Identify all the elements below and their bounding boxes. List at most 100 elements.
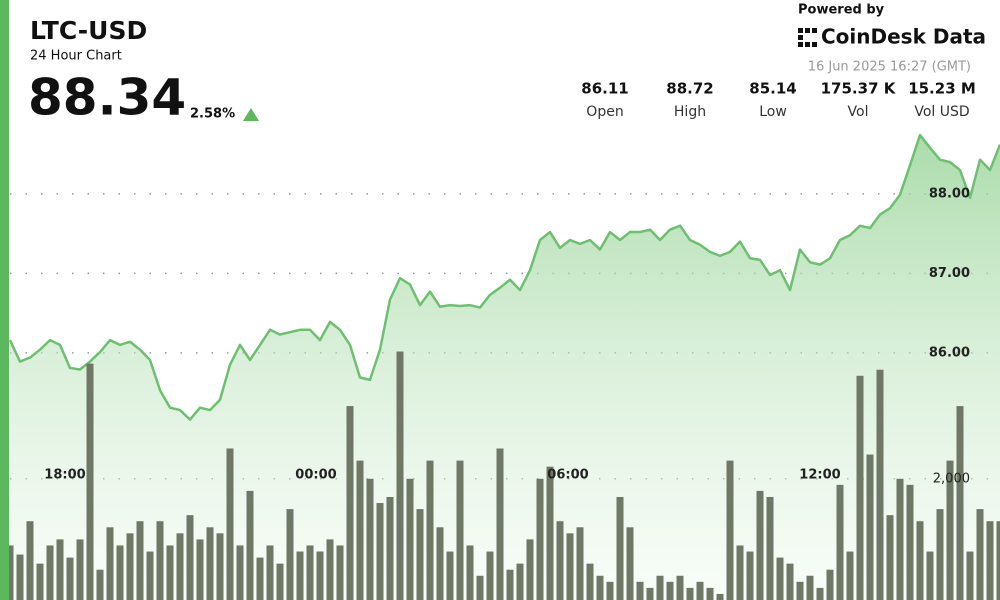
volume-bar <box>366 478 374 600</box>
volume-bar <box>86 363 94 600</box>
brand: CoinDesk Data <box>821 25 986 49</box>
x-tick-label: 18:00 <box>44 468 85 483</box>
volume-bar <box>776 557 784 600</box>
y-tick-label: 88.00 <box>929 186 970 201</box>
volume-bar <box>6 545 14 600</box>
volume-bar <box>336 545 344 600</box>
x-tick-label: 12:00 <box>799 468 840 483</box>
volume-bar <box>676 575 684 600</box>
x-tick-label: 06:00 <box>547 468 588 483</box>
stat-label: Low <box>759 104 787 120</box>
volume-bar <box>856 375 864 600</box>
volume-bar <box>546 466 554 600</box>
volume-bar <box>966 551 974 600</box>
area <box>10 135 1000 600</box>
stat-value: 85.14 <box>749 80 796 98</box>
volume-bar <box>526 539 534 600</box>
volume-bar <box>616 496 624 600</box>
stat-value: 88.72 <box>666 80 713 98</box>
volume-bar <box>476 575 484 600</box>
volume-bar <box>626 527 634 600</box>
volume-bar <box>496 448 504 600</box>
volume-bar <box>446 551 454 600</box>
volume-bar <box>56 539 64 600</box>
stat-label: Vol <box>848 104 869 120</box>
volume-bar <box>116 545 124 600</box>
volume-bar <box>566 533 574 600</box>
volume-bar <box>316 551 324 600</box>
volume-bar <box>556 521 564 600</box>
volume-bar <box>376 503 384 600</box>
volume-bar <box>296 551 304 600</box>
volume-bar <box>986 521 994 600</box>
up-arrow <box>243 108 259 121</box>
volume-bar <box>666 581 674 600</box>
volume-bar <box>486 551 494 600</box>
volume-bar <box>136 521 144 600</box>
logo-icon <box>798 28 817 47</box>
volume-bar <box>276 563 284 600</box>
volume-bar <box>186 515 194 600</box>
volume-bar <box>66 557 74 600</box>
series-layer <box>8 133 1000 600</box>
volume-bar <box>426 460 434 600</box>
volume-bar <box>756 490 764 600</box>
volume-bar <box>386 496 394 600</box>
stat-label: High <box>674 104 706 120</box>
volume-bar <box>246 490 254 600</box>
volume-bar <box>846 551 854 600</box>
volume-bar <box>16 554 24 600</box>
change: 2.58% <box>190 107 235 122</box>
volume-bar <box>236 545 244 600</box>
volume-bar <box>76 539 84 600</box>
volume-bar <box>126 533 134 600</box>
volume-bar <box>646 587 654 600</box>
volume-bar <box>786 563 794 600</box>
stat-value: 86.11 <box>581 80 628 98</box>
stat-label: Open <box>586 104 623 120</box>
volume-bar <box>156 521 164 600</box>
volume-bar <box>346 406 354 600</box>
volume-bar <box>796 581 804 600</box>
volume-bar <box>536 478 544 600</box>
volume-bar <box>206 527 214 600</box>
volume-bar <box>726 460 734 600</box>
volume-bar <box>286 509 294 600</box>
volume-bar <box>906 484 914 600</box>
volume-bar <box>596 575 604 600</box>
volume-bar <box>356 460 364 600</box>
volume-bar <box>926 551 934 600</box>
volume-bar <box>886 515 894 600</box>
price: 88.34 <box>28 69 186 127</box>
volume-bar <box>836 484 844 600</box>
volume-bar <box>716 593 724 600</box>
volume-bar <box>606 581 614 600</box>
volume-bar <box>576 527 584 600</box>
volume-bar <box>396 351 404 600</box>
volume-bar <box>656 575 664 600</box>
volume-bar <box>826 569 834 600</box>
volume-bar <box>916 521 924 600</box>
accent-bar <box>0 0 9 600</box>
volume-bar <box>956 406 964 600</box>
stat-value: 175.37 K <box>821 80 897 98</box>
volume-bar <box>736 545 744 600</box>
plot: 86.00 87.00 88.00 2,000 18:00 00:00 06:00 12:00 <box>6 133 1000 600</box>
volume-bar <box>196 539 204 600</box>
volume-bar <box>876 369 884 600</box>
volume-bar <box>166 545 174 600</box>
volume-bar <box>436 527 444 600</box>
volume-bar <box>996 521 1000 600</box>
volume-bar <box>36 563 44 600</box>
powered-by: Powered by <box>798 3 885 18</box>
volume-bar <box>326 539 334 600</box>
y-tick-label: 86.00 <box>929 345 970 360</box>
volume-bar <box>256 557 264 600</box>
volume-bar <box>766 496 774 600</box>
volume-bar <box>46 545 54 600</box>
volume-bar <box>106 527 114 600</box>
volume-bar <box>506 569 514 600</box>
stat-value: 15.23 M <box>908 80 976 98</box>
